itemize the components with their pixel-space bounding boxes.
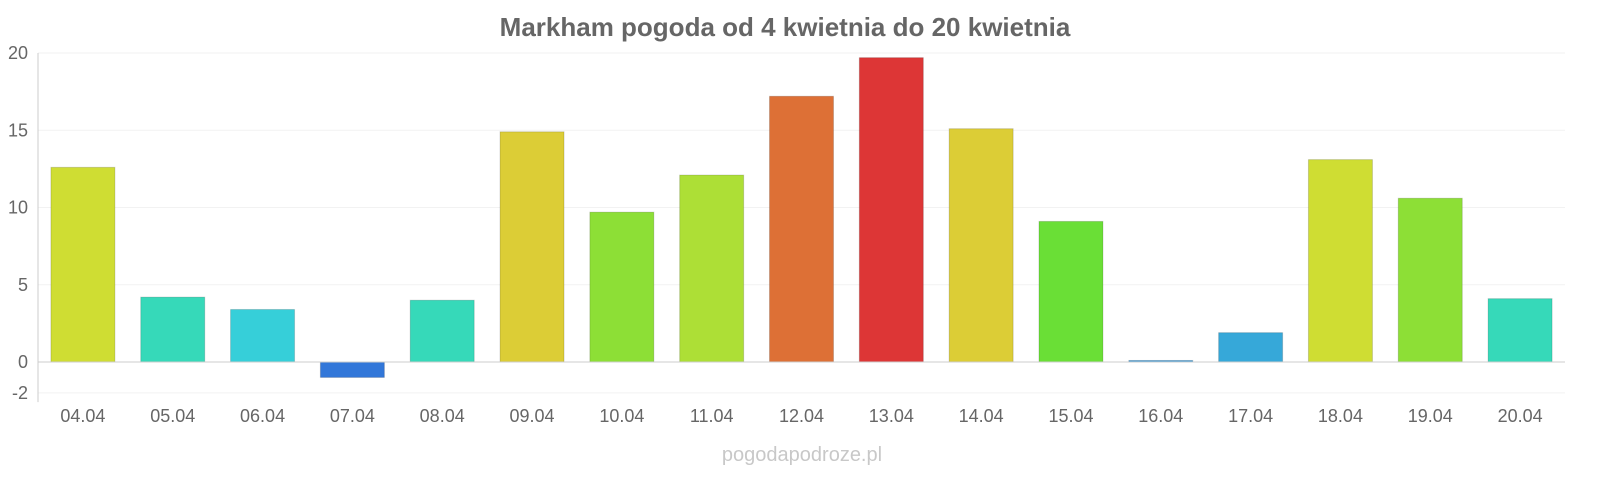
bar [409,299,475,363]
x-tick-label: 16.04 [1138,406,1183,426]
bar [769,95,834,363]
x-tick-label: 12.04 [779,406,824,426]
bar [858,57,924,363]
x-tick-label: 08.04 [420,406,465,426]
bar [50,166,116,363]
x-tick-label: 04.04 [60,406,105,426]
bar [589,211,655,363]
bar [1307,159,1373,363]
watermark: pogodapodroze.pl [722,444,882,466]
x-tick-label: 18.04 [1318,406,1363,426]
bar [1397,197,1463,363]
x-tick-label: 14.04 [959,406,1004,426]
bar [1038,220,1104,363]
x-tick-label: 06.04 [240,406,285,426]
chart-title: Markham pogoda od 4 kwietnia do 20 kwiet… [500,12,1071,42]
y-tick-label: 15 [8,120,28,140]
bar [948,128,1014,363]
x-tick-label: 11.04 [690,406,734,426]
x-tick-label: 13.04 [869,406,914,426]
y-tick-label: 5 [18,275,28,295]
x-tick-label: 05.04 [150,406,195,426]
bar [1487,298,1553,363]
x-tick-label: 15.04 [1048,406,1093,426]
bar [1218,332,1284,363]
bar [140,296,206,363]
bar [679,174,745,363]
x-tick-label: 19.04 [1408,406,1453,426]
y-tick-label: -2 [12,383,28,403]
x-tick-label: 07.04 [330,406,375,426]
x-tick-label: 09.04 [510,406,555,426]
x-tick-label: 20.04 [1498,406,1543,426]
x-tick-label: 17.04 [1228,406,1273,426]
x-tick-label: 10.04 [599,406,644,426]
y-tick-label: 20 [8,43,28,63]
bar [319,361,385,378]
bar [499,131,565,363]
y-tick-label: 0 [18,352,28,372]
bar [230,308,296,363]
y-tick-label: 10 [8,198,28,218]
